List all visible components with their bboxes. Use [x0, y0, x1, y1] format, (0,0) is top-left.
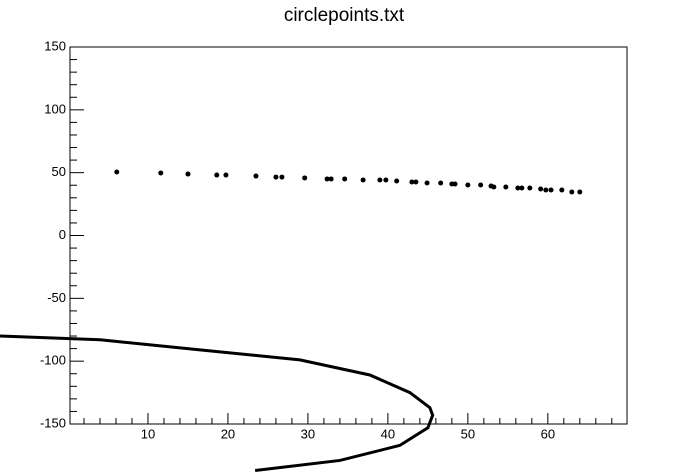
y-tick-label: -100 [40, 353, 66, 368]
x-tick-label: 60 [541, 426, 555, 441]
y-tick-label: 150 [44, 38, 66, 53]
x-tick-label: 20 [221, 426, 235, 441]
fit-curve [0, 334, 435, 472]
y-tick-label: 0 [59, 227, 66, 242]
data-point [519, 185, 525, 191]
data-point [214, 172, 220, 178]
data-point [577, 189, 583, 195]
y-tick-label: 100 [44, 101, 66, 116]
data-point [424, 180, 430, 186]
data-point [394, 178, 400, 184]
data-point [503, 184, 509, 190]
data-point [491, 184, 497, 190]
data-point [273, 174, 279, 180]
data-point [538, 186, 544, 192]
plot-frame [69, 46, 628, 425]
data-point [465, 182, 471, 188]
data-point [324, 176, 330, 182]
data-point [342, 176, 348, 182]
y-tick-label: -50 [47, 290, 66, 305]
x-tick-label: 10 [141, 426, 155, 441]
data-point [543, 187, 549, 193]
data-point [302, 175, 308, 181]
data-point [360, 177, 366, 183]
x-tick-label: 40 [381, 426, 395, 441]
data-point [413, 179, 419, 185]
data-point [515, 185, 521, 191]
data-point [377, 177, 383, 183]
data-point [114, 169, 120, 175]
data-point [253, 173, 259, 179]
data-point [223, 172, 229, 178]
data-point [383, 177, 389, 183]
y-tick-label: -150 [40, 415, 66, 430]
data-point [438, 180, 444, 186]
data-point [158, 170, 164, 176]
y-tick-label: 50 [52, 164, 66, 179]
data-point [569, 189, 575, 195]
data-point [409, 179, 415, 185]
chart-title: circlepoints.txt [284, 5, 405, 26]
x-tick-label: 30 [301, 426, 315, 441]
data-point [279, 174, 285, 180]
data-point [548, 187, 554, 193]
data-point [478, 182, 484, 188]
data-point [559, 187, 565, 193]
data-point [328, 176, 334, 182]
data-point [185, 171, 191, 177]
data-point [452, 181, 458, 187]
data-point [527, 185, 533, 191]
x-tick-label: 50 [461, 426, 475, 441]
